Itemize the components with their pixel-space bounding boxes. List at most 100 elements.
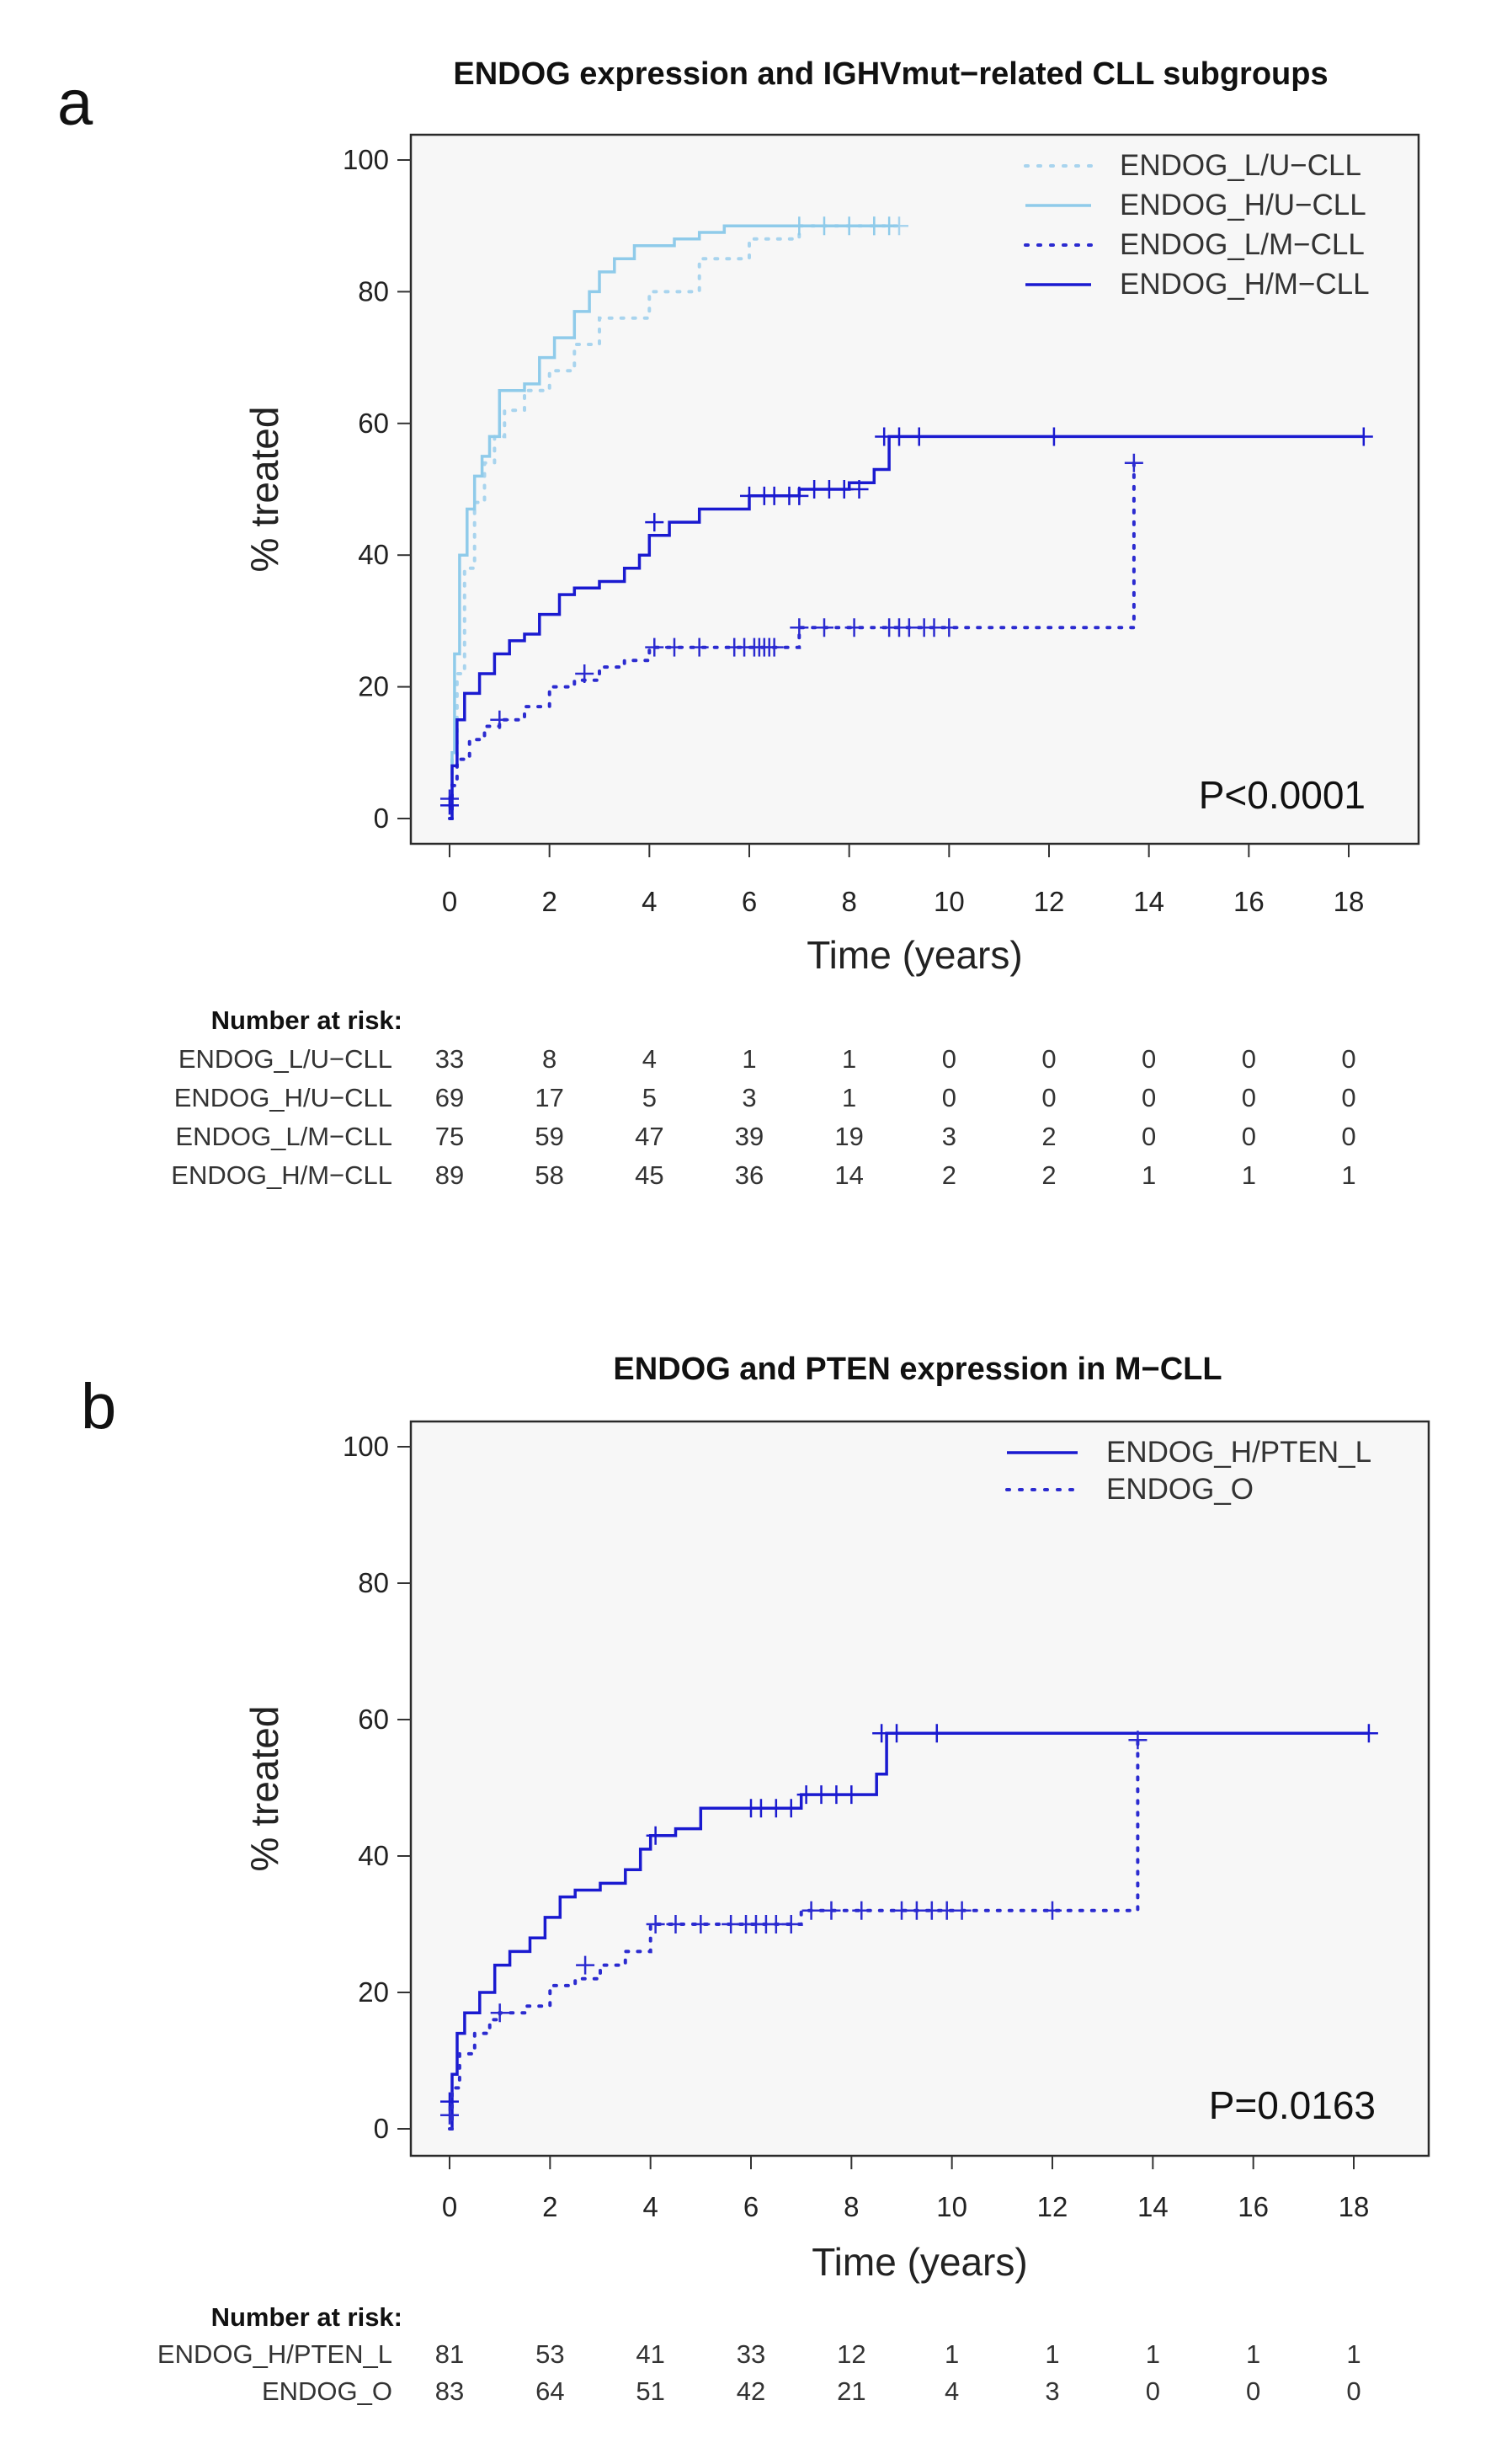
- y-tick-label: 20: [358, 671, 389, 702]
- risk-count: 33: [737, 2339, 765, 2369]
- panel-letter: a: [57, 67, 93, 139]
- censor-mark: [645, 513, 664, 532]
- x-tick-label: 14: [1133, 886, 1164, 917]
- censor-mark: [822, 1901, 841, 1920]
- risk-count: 1: [842, 1083, 856, 1112]
- censor-mark: [839, 216, 859, 236]
- x-tick-label: 18: [1339, 2191, 1370, 2222]
- risk-row-label: ENDOG_H/U−CLL: [174, 1083, 392, 1112]
- censor-mark: [440, 796, 459, 815]
- x-tick-label: 6: [743, 2191, 759, 2222]
- censor-mark: [815, 618, 833, 637]
- censor-mark: [645, 637, 664, 657]
- y-tick-label: 100: [343, 1431, 389, 1462]
- risk-count: 36: [735, 1160, 764, 1190]
- censor-mark: [575, 664, 594, 683]
- km-curve-series-0: [448, 224, 901, 820]
- risk-count: 5: [642, 1083, 657, 1112]
- x-axis-label: Time (years): [807, 933, 1022, 977]
- risk-count: 0: [1246, 2376, 1260, 2406]
- risk-count: 0: [942, 1083, 956, 1112]
- x-tick-label: 8: [841, 886, 856, 917]
- legend-entry: ENDOG_L/M−CLL: [1120, 228, 1365, 261]
- plot-frame: [409, 1420, 1430, 2157]
- risk-count: 1: [1346, 2339, 1361, 2369]
- risk-count: 0: [1341, 1044, 1355, 1074]
- p-value: P=0.0163: [1209, 2083, 1376, 2127]
- censor-mark: [927, 1724, 946, 1743]
- risk-row-label: ENDOG_O: [262, 2376, 392, 2406]
- risk-count: 3: [1045, 2376, 1059, 2406]
- risk-count: 4: [642, 1044, 657, 1074]
- censor-mark: [790, 618, 809, 637]
- risk-count: 0: [1142, 1044, 1156, 1074]
- risk-count: 12: [837, 2339, 865, 2369]
- risk-count: 0: [1142, 1083, 1156, 1112]
- censor-mark: [844, 618, 864, 637]
- risk-count: 1: [1142, 1160, 1156, 1190]
- risk-count: 0: [1242, 1083, 1256, 1112]
- chart-title: ENDOG expression and IGHVmut−related CLL…: [453, 56, 1328, 92]
- x-tick-label: 18: [1334, 886, 1365, 917]
- risk-count: 0: [1041, 1083, 1056, 1112]
- km-curve-series-1: [448, 1738, 1140, 2131]
- y-tick-label: 80: [358, 1567, 389, 1598]
- risk-count: 47: [635, 1122, 663, 1151]
- risk-row-label: ENDOG_H/M−CLL: [171, 1160, 392, 1190]
- risk-count: 1: [1246, 2339, 1260, 2369]
- censor-mark: [1043, 1901, 1062, 1920]
- risk-count: 75: [435, 1122, 464, 1151]
- censor-mark: [790, 216, 809, 236]
- censor-mark: [940, 618, 959, 637]
- risk-count: 39: [735, 1122, 764, 1151]
- risk-count: 0: [1242, 1044, 1256, 1074]
- x-tick-label: 12: [1037, 2191, 1068, 2222]
- risk-count: 3: [742, 1083, 756, 1112]
- legend-entry: ENDOG_H/M−CLL: [1120, 268, 1370, 301]
- x-tick-label: 6: [742, 886, 757, 917]
- censor-mark: [801, 1901, 821, 1920]
- risk-count: 64: [535, 2376, 564, 2406]
- y-tick-label: 100: [343, 144, 389, 175]
- censor-mark: [646, 1915, 665, 1933]
- risk-count: 0: [1341, 1083, 1355, 1112]
- y-tick-label: 60: [358, 408, 389, 439]
- risk-count: 2: [1041, 1160, 1056, 1190]
- censor-mark: [665, 637, 684, 657]
- risk-count: 8: [542, 1044, 556, 1074]
- x-tick-label: 2: [542, 2191, 557, 2222]
- km-curve-series-0: [450, 1731, 1369, 2131]
- y-tick-label: 80: [358, 275, 389, 307]
- risk-row-label: ENDOG_L/U−CLL: [178, 1044, 392, 1074]
- risk-count: 83: [435, 2376, 464, 2406]
- y-axis-label: % treated: [242, 1706, 286, 1872]
- risk-count: 45: [635, 1160, 663, 1190]
- risk-count: 0: [1346, 2376, 1361, 2406]
- risk-count: 81: [435, 2339, 464, 2369]
- risk-count: 41: [636, 2339, 664, 2369]
- x-tick-label: 10: [934, 886, 965, 917]
- x-tick-label: 0: [442, 886, 457, 917]
- censor-mark: [576, 1955, 595, 1975]
- risk-count: 59: [535, 1122, 563, 1151]
- risk-count: 3: [942, 1122, 956, 1151]
- censor-mark: [890, 427, 908, 446]
- risk-count: 1: [945, 2339, 959, 2369]
- y-tick-label: 40: [358, 539, 389, 570]
- censor-mark: [781, 1915, 801, 1933]
- censor-mark: [490, 710, 509, 729]
- censor-mark: [764, 637, 784, 657]
- risk-count: 17: [535, 1083, 563, 1112]
- y-tick-label: 60: [358, 1704, 389, 1735]
- y-axis-label: % treated: [242, 407, 286, 573]
- y-tick-label: 40: [358, 1840, 389, 1871]
- legend-entry: ENDOG_H/U−CLL: [1120, 189, 1366, 221]
- risk-count: 0: [1142, 1122, 1156, 1151]
- censor-mark: [1128, 1731, 1148, 1750]
- risk-count: 2: [1041, 1122, 1056, 1151]
- x-tick-label: 8: [844, 2191, 859, 2222]
- risk-count: 1: [1146, 2339, 1160, 2369]
- risk-table-header: Number at risk:: [211, 1005, 402, 1035]
